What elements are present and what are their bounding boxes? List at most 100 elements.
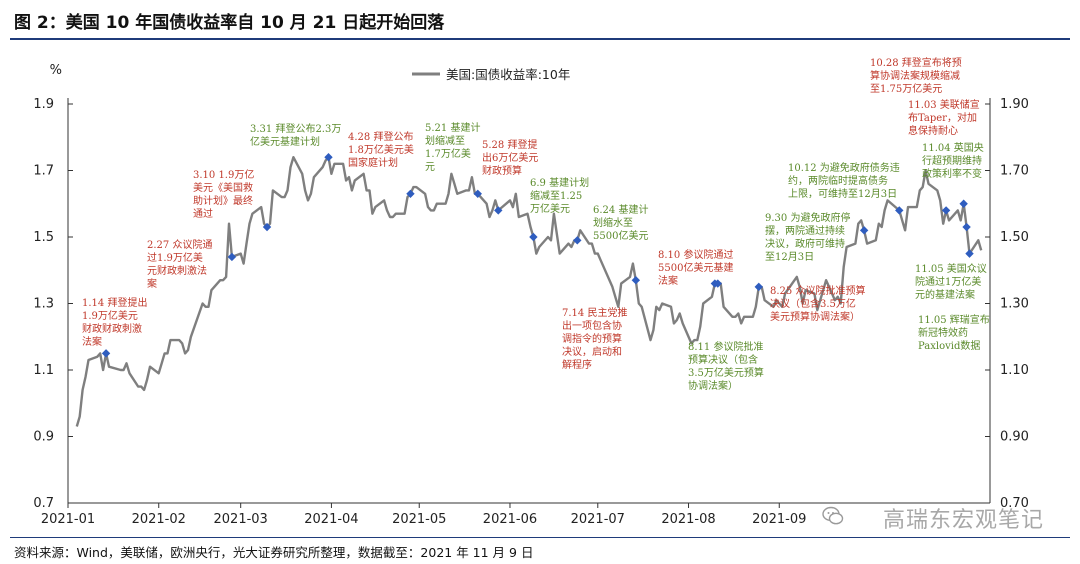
event-marker xyxy=(895,206,904,215)
y-tick-label-left: 1.1 xyxy=(33,363,54,378)
y-tick-label-right: 0.90 xyxy=(1000,430,1029,445)
annotation: 9.30 为避免政府停摆，两院通过持续决议，政府可维持至12月3日 xyxy=(765,211,850,263)
y-tick-label-right: 1.90 xyxy=(1000,97,1029,112)
y-tick-label-left: 1.7 xyxy=(33,164,54,179)
annotation: 2.27 众议院通过1.9万亿美元财政刺激法案 xyxy=(147,238,212,290)
annotation-line: 5500亿美元 xyxy=(593,229,648,242)
annotation-line: 5500亿美元基建 xyxy=(658,261,733,274)
y-tick-label-right: 1.30 xyxy=(1000,297,1029,312)
annotation-line: 6.9 基建计划 xyxy=(530,176,589,189)
yield-line-chart: 1.9 1.90 1.7 1.70 1.5 1.50 1.3 1.30 1.1 1.10 0.9 0.… xyxy=(33,56,1029,527)
annotation-line: 国家庭计划 xyxy=(348,156,398,169)
annotation-line: 1.9万亿美元 xyxy=(82,309,138,322)
annotation-line: 8.11 参议院批准 xyxy=(688,340,763,353)
event-marker xyxy=(473,189,482,198)
figure-title: 图 2：美国 10 年国债收益率自 10 月 21 日起开始回落 xyxy=(14,13,445,33)
y-tick-label-right: 0.70 xyxy=(1000,496,1029,511)
event-marker xyxy=(959,199,968,208)
annotation: 3.31 拜登公布2.3万亿美元基建计划 xyxy=(250,122,341,148)
top-rule xyxy=(10,38,1070,40)
annotation-line: 决议（包含3.5万亿 xyxy=(770,297,856,310)
annotation-line: 9.30 为避免政府停 xyxy=(765,211,850,224)
annotation: 5.21 基建计划缩减至 1.7万亿美元 xyxy=(425,121,480,173)
event-marker xyxy=(941,206,951,215)
source-note: 资料来源：Wind，美联储，欧洲央行，光大证券研究所整理，数据截至：2021 年… xyxy=(14,545,534,560)
annotation-line: 决议，启动和 xyxy=(562,345,622,358)
annotation-line: 政策利率不变 xyxy=(922,167,982,180)
x-tick-label: 2021-01 xyxy=(41,512,95,527)
y-tick-label-left: 1.3 xyxy=(33,297,54,312)
annotation-line: 元财政刺激法 xyxy=(147,264,207,277)
annotation-line: 协调法案） xyxy=(688,379,738,392)
series-line xyxy=(75,155,983,427)
annotation-line: 决议，政府可维持 xyxy=(765,237,845,250)
annotation-line: 10.28 拜登宣布将预 xyxy=(870,56,962,69)
x-tick-label: 2021-03 xyxy=(214,512,268,527)
annotation-line: 新冠特效药 xyxy=(918,326,968,339)
annotation-line: 至1.75万亿美元 xyxy=(870,82,942,95)
event-marker xyxy=(962,222,971,232)
annotation-line: 上限，可维持至12月3日 xyxy=(788,187,897,200)
annotation: 8.25 众议院批准预算决议（包含3.5万亿美元预算协调法案） xyxy=(770,284,865,323)
annotation: 8.11 参议院批准预算决议（包含 3.5万亿美元预算协调法案） xyxy=(688,340,764,392)
annotation-line: 11.05 美国众议 xyxy=(915,262,987,275)
annotation-line: 元的基建法案 xyxy=(915,288,975,301)
legend-label: 美国:国债收益率:10年 xyxy=(446,67,570,82)
annotation-line: 案 xyxy=(147,277,157,290)
annotation-line: 院通过1万亿美 xyxy=(915,275,981,288)
event-marker xyxy=(101,349,111,358)
annotation-line: 约，两院临时提高债务 xyxy=(788,174,888,187)
annotation-line: 11.05 辉瑞宣布 xyxy=(918,313,990,326)
annotation-line: 布Taper，对加 xyxy=(908,111,977,124)
watermark: 高瑞东宏观笔记 xyxy=(882,508,1044,533)
annotation-line: 3.10 1.9万亿 xyxy=(193,168,254,181)
annotation: 4.28 拜登公布 1.8万亿美元美国家庭计划 xyxy=(348,130,414,169)
event-marker xyxy=(494,206,503,215)
annotation: 11.03 美联储宣布Taper，对加息保持耐心 xyxy=(908,98,980,137)
annotation-line: 过1.9万亿美 xyxy=(147,251,203,264)
y-tick-label-right: 1.50 xyxy=(1000,230,1029,245)
y-unit-label: % xyxy=(50,63,62,78)
annotation: 7.14 民主党推出一项包含协调指令的预算决议，启动和解程序 xyxy=(562,306,627,371)
event-marker xyxy=(713,279,722,288)
annotation-line: 美元预算协调法案） xyxy=(770,310,860,323)
annotation-line: 1.7万亿美 xyxy=(425,147,471,160)
annotation-line: 5.21 基建计 xyxy=(425,121,480,134)
annotation-line: 划缩减至 xyxy=(425,134,465,147)
annotation-line: 行超预期维持 xyxy=(922,154,982,167)
annotation: 3.10 1.9万亿美元《美国救助计划》最终通过 xyxy=(193,168,254,220)
annotation-line: 调指令的预算 xyxy=(562,332,622,345)
annotation: 1.14 拜登提出 1.9万亿美元财政财政刺激法案 xyxy=(82,296,147,348)
annotation-line: 美元《美国救 xyxy=(193,181,253,194)
annotation-line: 2.27 众议院通 xyxy=(147,238,212,251)
x-tick-label: 2021-07 xyxy=(571,512,625,527)
x-tick-label: 2021-06 xyxy=(483,512,537,527)
y-tick-label-right: 1.70 xyxy=(1000,164,1029,179)
y-tick-label-left: 1.5 xyxy=(33,230,54,245)
annotation-line: 缩减至1.25 xyxy=(530,189,582,202)
event-marker xyxy=(859,226,869,235)
x-tick-label: 2021-08 xyxy=(661,512,715,527)
y-tick-label-left: 1.9 xyxy=(33,97,54,112)
annotation-line: 11.04 英国央 xyxy=(922,141,984,154)
annotation-line: 财政财政刺激 xyxy=(82,322,142,335)
annotation-line: 通过 xyxy=(193,207,213,220)
event-marker xyxy=(262,222,272,232)
annotation-line: 法案 xyxy=(82,335,102,348)
annotation-line: 1.14 拜登提出 xyxy=(82,296,147,309)
bottom-rule xyxy=(10,537,1070,538)
annotation-line: 财政预算 xyxy=(482,164,522,177)
annotation-line: 3.5万亿美元预算 xyxy=(688,366,764,379)
event-marker xyxy=(631,276,641,285)
annotation-line: 11.03 美联储宣 xyxy=(908,98,980,111)
y-tick-label-left: 0.9 xyxy=(33,430,54,445)
annotation: 11.05 美国众议院通过1万亿美元的基建法案 xyxy=(915,262,987,301)
annotation: 6.24 基建计划缩水至 5500亿美元 xyxy=(593,203,648,242)
annotation-line: 8.25 众议院批准预算 xyxy=(770,284,865,297)
annotation-line: 息保持耐心 xyxy=(908,124,958,137)
annotation-line: 解程序 xyxy=(562,358,592,371)
annotation-line: 7.14 民主党推 xyxy=(562,306,627,319)
annotation: 8.10 参议院通过 5500亿美元基建法案 xyxy=(658,248,733,287)
annotation: 10.28 拜登宣布将预算协调法案规模缩减至1.75万亿美元 xyxy=(870,56,962,95)
annotation-line: 10.12 为避免政府债务违 xyxy=(788,161,900,174)
